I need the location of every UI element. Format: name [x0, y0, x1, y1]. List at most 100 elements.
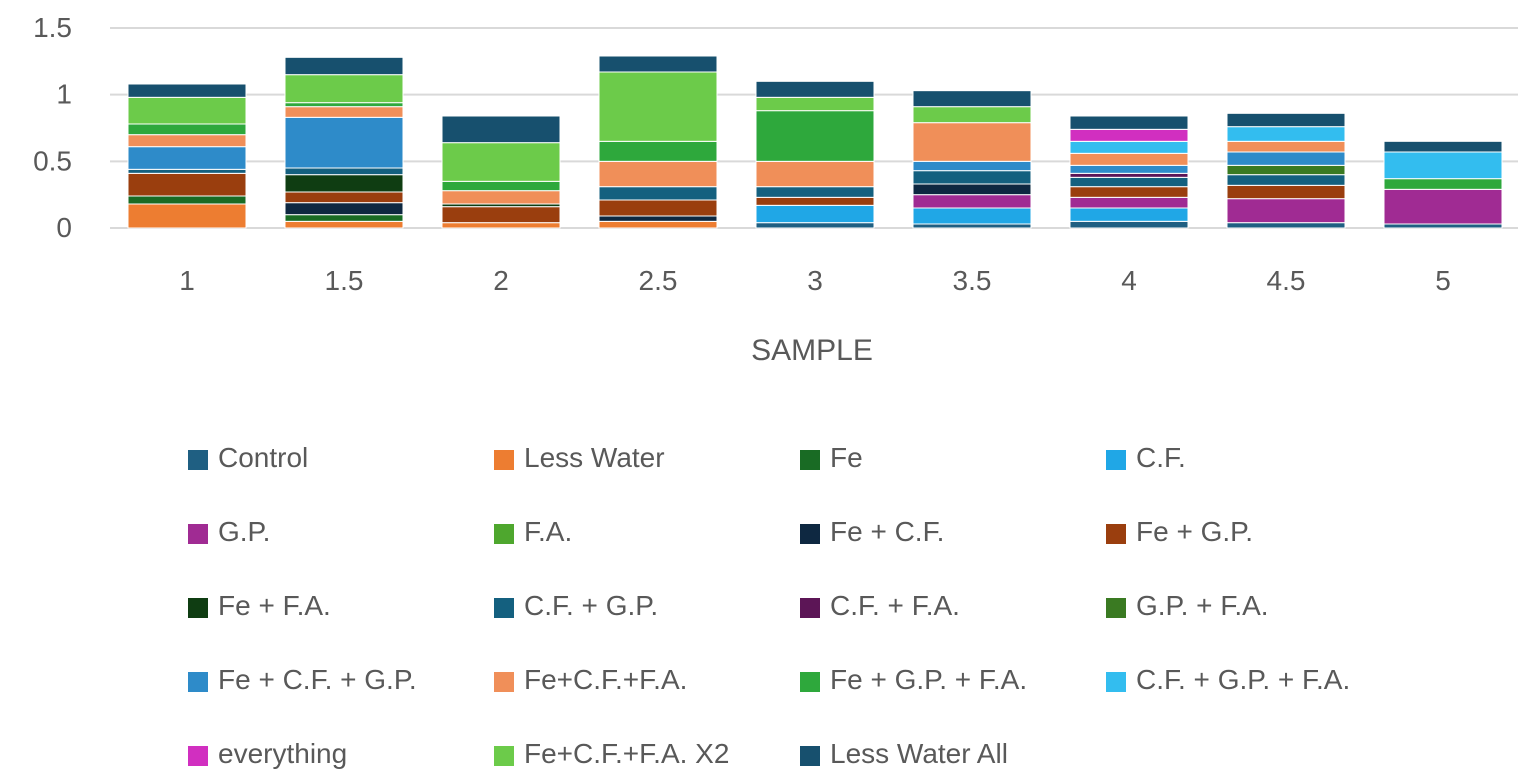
bar-segment: [755, 110, 875, 162]
x-tick-label: 1.5: [325, 265, 364, 296]
bar-segment: [912, 90, 1032, 108]
bar-segment: [1069, 140, 1189, 154]
legend-label: F.A.: [524, 516, 572, 547]
legend-item: Fe+C.F.+F.A. X2: [494, 738, 729, 769]
bar-segment: [1383, 151, 1503, 180]
bar-segment: [441, 180, 561, 192]
bar-segment: [441, 206, 561, 224]
bar-segment: [598, 55, 718, 73]
bar-segment: [1069, 196, 1189, 209]
bar-segment: [1226, 112, 1346, 128]
bar-segment: [127, 96, 247, 125]
x-tick-label: 5: [1435, 265, 1451, 296]
legend-swatch: [1106, 598, 1126, 618]
bar-segment: [598, 199, 718, 217]
bar-segment: [284, 102, 404, 108]
x-axis-ticks: 1 1.5 2 2.5 3 3.5 4 4.5 5: [179, 265, 1451, 296]
bar-segment: [284, 167, 404, 176]
bar-segment: [127, 168, 247, 174]
legend-item: Fe+C.F.+F.A.: [494, 664, 687, 695]
bar-segment: [1383, 140, 1503, 153]
bar-stack-5: [1383, 140, 1503, 229]
y-tick-label: 1: [56, 79, 72, 110]
bar-segment: [1069, 115, 1189, 130]
bar-segment: [284, 106, 404, 118]
bar-segment: [1226, 151, 1346, 166]
legend-swatch: [1106, 672, 1126, 692]
bar-segment: [127, 195, 247, 205]
bar-segment: [284, 202, 404, 216]
bar-segment: [598, 186, 718, 201]
bar-segment: [284, 56, 404, 76]
legend-label: C.F.: [1136, 442, 1186, 473]
bar-segment: [1226, 140, 1346, 153]
legend-item: everything: [188, 738, 347, 769]
bar-segment: [284, 214, 404, 222]
legend-label: Fe: [830, 442, 863, 473]
bar-segment: [284, 220, 404, 229]
x-tick-label: 4.5: [1267, 265, 1306, 296]
bars: [127, 55, 1503, 229]
legend-item: C.F. + F.A.: [800, 590, 960, 621]
legend-label: G.P. + F.A.: [1136, 590, 1269, 621]
legend-item: C.F.: [1106, 442, 1186, 473]
legend-swatch: [188, 450, 208, 470]
legend-label: C.F. + G.P. + F.A.: [1136, 664, 1350, 695]
bar-segment: [1383, 223, 1503, 229]
bar-segment: [127, 83, 247, 98]
bar-segment: [1226, 174, 1346, 186]
legend-swatch: [494, 598, 514, 618]
legend-swatch: [494, 524, 514, 544]
bar-segment: [912, 194, 1032, 209]
legend-swatch: [188, 672, 208, 692]
legend-swatch: [494, 450, 514, 470]
legend-label: C.F. + F.A.: [830, 590, 960, 621]
legend-label: Fe+C.F.+F.A. X2: [524, 738, 729, 769]
bar-segment: [1069, 172, 1189, 178]
bar-segment: [127, 172, 247, 197]
bar-segment: [912, 207, 1032, 225]
legend-item: Control: [188, 442, 308, 473]
bar-segment: [598, 215, 718, 222]
y-axis-ticks: 0 0.5 1 1.5: [33, 12, 72, 243]
bar-segment: [912, 183, 1032, 196]
bar-segment: [755, 160, 875, 188]
legend-item: Fe + G.P. + F.A.: [800, 664, 1027, 695]
bar-segment: [598, 140, 718, 162]
legend-item: F.A.: [494, 516, 572, 547]
y-tick-label: 0.5: [33, 145, 72, 176]
y-tick-label: 0: [56, 212, 72, 243]
bar-segment: [127, 146, 247, 170]
bar-stack-2.5: [598, 55, 718, 229]
bar-segment: [1226, 164, 1346, 176]
bar-segment: [1069, 186, 1189, 198]
legend-item: Fe + F.A.: [188, 590, 331, 621]
legend-item: Less Water: [494, 442, 665, 473]
bar-segment: [912, 170, 1032, 185]
legend-item: G.P.: [188, 516, 270, 547]
legend-swatch: [1106, 524, 1126, 544]
bar-segment: [127, 203, 247, 229]
bar-segment: [1069, 128, 1189, 142]
bar-segment: [127, 134, 247, 148]
x-axis-title: SAMPLE: [751, 334, 873, 367]
legend: Control Less Water Fe C.F. G.P. F.A. Fe + C.F.…: [188, 442, 1350, 769]
legend-item: G.P. + F.A.: [1106, 590, 1269, 621]
legend-label: C.F. + G.P.: [524, 590, 658, 621]
legend-swatch: [188, 524, 208, 544]
x-tick-label: 3: [807, 265, 823, 296]
legend-label: Fe+C.F.+F.A.: [524, 664, 687, 695]
legend-swatch: [800, 746, 820, 766]
legend-label: Fe + G.P.: [1136, 516, 1253, 547]
bar-stack-1.5: [284, 56, 404, 229]
bar-stack-4.5: [1226, 112, 1346, 229]
bar-segment: [441, 222, 561, 229]
bar-segment: [1069, 176, 1189, 188]
bar-segment: [1226, 126, 1346, 142]
x-tick-label: 2: [493, 265, 509, 296]
legend-label: Fe + G.P. + F.A.: [830, 664, 1027, 695]
bar-segment: [598, 160, 718, 188]
bar-segment: [284, 74, 404, 104]
bar-segment: [1069, 164, 1189, 174]
bar-segment: [441, 142, 561, 182]
